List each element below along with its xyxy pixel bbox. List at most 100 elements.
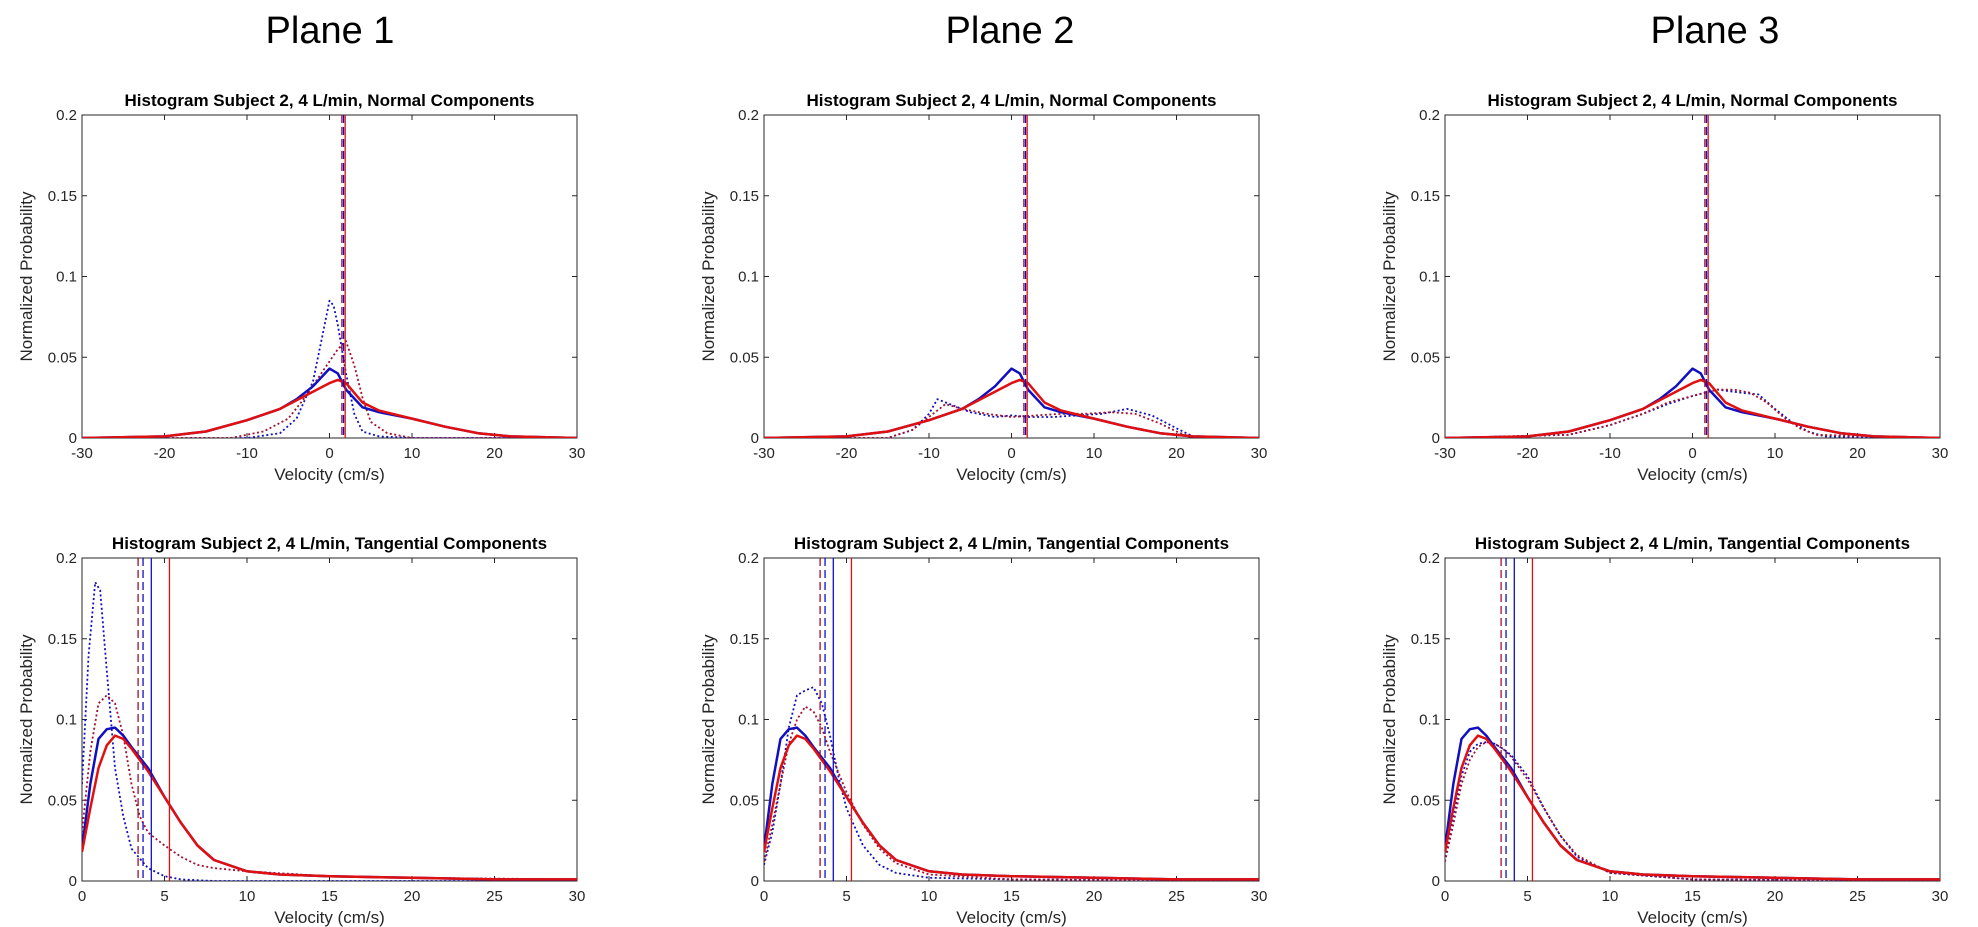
x-tick-label: -10 xyxy=(236,445,258,462)
y-tick-label: 0 xyxy=(751,430,759,447)
y-tick-label: 0.05 xyxy=(1411,349,1440,366)
x-tick-label: 5 xyxy=(842,888,850,905)
x-tick-label: 20 xyxy=(404,888,421,905)
x-tick-label: -20 xyxy=(154,445,176,462)
chart-title: Histogram Subject 2, 4 L/min, Tangential… xyxy=(1475,534,1910,553)
x-tick-label: 0 xyxy=(1007,445,1015,462)
y-tick-label: 0.2 xyxy=(738,550,759,567)
x-tick-label: 10 xyxy=(404,445,421,462)
y-axis-label: Normalized Probability xyxy=(699,191,718,362)
x-tick-label: 25 xyxy=(1168,888,1185,905)
x-tick-label: 15 xyxy=(1003,888,1020,905)
series-line-red-solid xyxy=(764,734,1259,881)
y-tick-label: 0.05 xyxy=(730,349,759,366)
x-tick-label: 30 xyxy=(569,888,586,905)
y-tick-label: 0.15 xyxy=(48,631,77,648)
plane-1-title: Plane 1 xyxy=(265,10,395,52)
series-line-red-dotted xyxy=(764,705,1259,881)
x-axis-label: Velocity (cm/s) xyxy=(1637,908,1748,927)
x-tick-label: -10 xyxy=(918,445,940,462)
y-tick-label: 0.05 xyxy=(48,349,77,366)
y-tick-label: 0.05 xyxy=(1411,792,1440,809)
series-line-red-dotted xyxy=(1445,741,1940,881)
y-tick-label: 0.1 xyxy=(1419,712,1440,729)
chart-title: Histogram Subject 2, 4 L/min, Normal Com… xyxy=(125,91,535,110)
y-tick-label: 0 xyxy=(69,430,77,447)
x-tick-label: 30 xyxy=(1251,445,1268,462)
y-tick-label: 0 xyxy=(751,873,759,890)
x-tick-label: 30 xyxy=(1932,888,1949,905)
x-tick-label: 5 xyxy=(1523,888,1531,905)
x-tick-label: 25 xyxy=(486,888,503,905)
series-group xyxy=(82,558,577,881)
x-axis-label: Velocity (cm/s) xyxy=(1637,465,1748,484)
x-tick-label: 15 xyxy=(321,888,338,905)
chart-panel-plane1-normal: Histogram Subject 2, 4 L/min, Normal Com… xyxy=(17,91,585,484)
y-tick-label: 0.05 xyxy=(730,792,759,809)
x-tick-label: 0 xyxy=(1688,445,1696,462)
x-tick-label: 0 xyxy=(1441,888,1449,905)
y-tick-label: 0.1 xyxy=(738,269,759,286)
plane-3-title: Plane 3 xyxy=(1650,10,1780,52)
x-tick-label: 30 xyxy=(569,445,586,462)
x-tick-label: 0 xyxy=(78,888,86,905)
y-tick-label: 0.2 xyxy=(56,107,77,124)
chart-panel-plane3-tangential: Histogram Subject 2, 4 L/min, Tangential… xyxy=(1380,534,1948,927)
series-group xyxy=(1445,115,1940,438)
y-tick-label: 0 xyxy=(1432,873,1440,890)
y-tick-label: 0 xyxy=(69,873,77,890)
series-line-blue-dotted xyxy=(82,299,577,438)
y-tick-label: 0.2 xyxy=(1419,550,1440,567)
y-axis-label: Normalized Probability xyxy=(17,191,36,362)
plot-area xyxy=(1444,114,1941,439)
x-tick-label: 20 xyxy=(1086,888,1103,905)
plot-area xyxy=(81,114,578,439)
x-tick-label: 15 xyxy=(1684,888,1701,905)
x-tick-label: 20 xyxy=(1849,445,1866,462)
x-tick-label: -30 xyxy=(71,445,93,462)
chart-title: Histogram Subject 2, 4 L/min, Tangential… xyxy=(112,534,547,553)
x-tick-label: 20 xyxy=(1168,445,1185,462)
x-tick-label: 10 xyxy=(1767,445,1784,462)
x-tick-label: 30 xyxy=(1932,445,1949,462)
y-tick-label: 0.15 xyxy=(730,188,759,205)
x-tick-label: 0 xyxy=(760,888,768,905)
chart-title: Histogram Subject 2, 4 L/min, Normal Com… xyxy=(1488,91,1898,110)
chart-panel-plane2-normal: Histogram Subject 2, 4 L/min, Normal Com… xyxy=(699,91,1267,484)
chart-panel-plane3-normal: Histogram Subject 2, 4 L/min, Normal Com… xyxy=(1380,91,1948,484)
plot-area xyxy=(763,114,1260,439)
x-tick-label: 10 xyxy=(239,888,256,905)
chart-panel-plane1-tangential: Histogram Subject 2, 4 L/min, Tangential… xyxy=(17,534,585,927)
series-line-red-solid xyxy=(1445,734,1940,881)
x-tick-label: -20 xyxy=(836,445,858,462)
y-tick-label: 0.15 xyxy=(48,188,77,205)
y-tick-label: 0.2 xyxy=(56,550,77,567)
series-group xyxy=(764,558,1259,881)
x-tick-label: 10 xyxy=(921,888,938,905)
plot-area xyxy=(763,557,1260,882)
y-axis-label: Normalized Probability xyxy=(17,634,36,805)
chart-panel-plane2-tangential: Histogram Subject 2, 4 L/min, Tangential… xyxy=(699,534,1267,927)
x-tick-label: 20 xyxy=(486,445,503,462)
x-tick-label: 10 xyxy=(1602,888,1619,905)
y-axis-label: Normalized Probability xyxy=(699,634,718,805)
y-tick-label: 0.15 xyxy=(1411,631,1440,648)
x-axis-label: Velocity (cm/s) xyxy=(274,465,385,484)
x-tick-label: -30 xyxy=(1434,445,1456,462)
x-tick-label: -30 xyxy=(753,445,775,462)
plot-area xyxy=(1444,557,1941,882)
chart-title: Histogram Subject 2, 4 L/min, Normal Com… xyxy=(807,91,1217,110)
y-tick-label: 0.1 xyxy=(56,712,77,729)
plot-area xyxy=(81,557,578,882)
x-tick-label: 10 xyxy=(1086,445,1103,462)
x-tick-label: 25 xyxy=(1849,888,1866,905)
y-tick-label: 0.1 xyxy=(738,712,759,729)
plane-2-title: Plane 2 xyxy=(945,10,1075,52)
x-tick-label: 30 xyxy=(1251,888,1268,905)
x-tick-label: 5 xyxy=(160,888,168,905)
series-group xyxy=(1445,558,1940,881)
y-tick-label: 0.15 xyxy=(730,631,759,648)
x-axis-label: Velocity (cm/s) xyxy=(274,908,385,927)
x-tick-label: 0 xyxy=(325,445,333,462)
